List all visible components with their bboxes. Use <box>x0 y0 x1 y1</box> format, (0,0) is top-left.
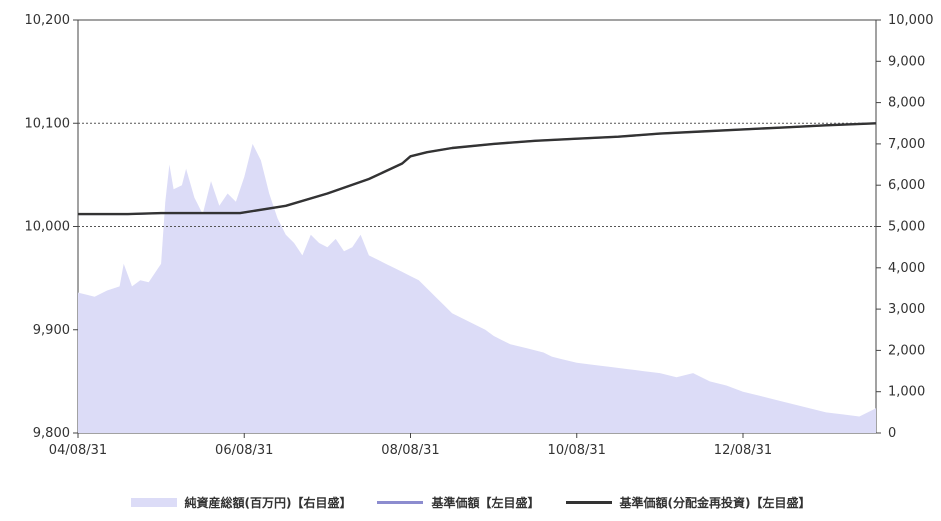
legend-item-net-assets: 純資産総額(百万円)【右目盛】 <box>130 494 352 511</box>
x-tick-label: 04/08/31 <box>49 443 107 458</box>
left-tick-label: 9,800 <box>33 426 70 441</box>
right-tick-label: 6,000 <box>888 178 925 193</box>
right-tick-label: 3,000 <box>888 302 925 317</box>
legend-swatch-net-assets <box>130 497 177 507</box>
left-tick-label: 10,100 <box>25 116 71 131</box>
right-tick-label: 9,000 <box>888 54 925 69</box>
left-tick-label: 10,000 <box>25 220 71 235</box>
legend-item-nav-reinvested: 基準価額(分配金再投資)【左目盛】 <box>565 494 811 511</box>
x-tick-label: 12/08/31 <box>714 443 772 458</box>
line-series-2 <box>78 122 877 216</box>
chart: 9,800 9,900 10,000 10,100 10,200 0 1,000 2,000 3… <box>25 13 934 458</box>
legend-label-net-assets: 純資産総額(百万円)【右目盛】 <box>184 495 352 510</box>
right-tick-label: 2,000 <box>888 343 925 358</box>
right-tick-label: 8,000 <box>888 96 925 111</box>
legend-swatch-nav-reinvested <box>565 500 612 504</box>
right-tick-label: 1,000 <box>888 385 925 400</box>
legend: 純資産総額(百万円)【右目盛】 基準価額【左目盛】 基準価額(分配金再投資)【左… <box>0 490 941 514</box>
grid-layer <box>78 122 876 227</box>
area-layer <box>78 143 876 433</box>
area-series-0 <box>78 143 876 433</box>
legend-item-nav: 基準価額【左目盛】 <box>377 494 540 511</box>
legend-label-nav-reinvested: 基準価額(分配金再投資)【左目盛】 <box>619 495 811 510</box>
x-tick-label: 08/08/31 <box>381 443 439 458</box>
left-tick-label: 9,900 <box>33 323 70 338</box>
right-tick-label: 0 <box>888 426 896 441</box>
legend-swatch-nav <box>377 500 424 504</box>
left-tick-label: 10,200 <box>25 13 71 28</box>
right-tick-label: 7,000 <box>888 137 925 152</box>
right-tick-label: 5,000 <box>888 220 925 235</box>
line-layer <box>78 122 877 216</box>
right-tick-label: 10,000 <box>888 13 934 28</box>
x-tick-label: 06/08/31 <box>215 443 273 458</box>
axes-layer: 9,800 9,900 10,000 10,100 10,200 0 1,000 2,000 3… <box>25 13 934 458</box>
x-tick-label: 10/08/31 <box>548 443 606 458</box>
legend-label-nav: 基準価額【左目盛】 <box>431 495 540 510</box>
right-tick-label: 4,000 <box>888 261 925 276</box>
